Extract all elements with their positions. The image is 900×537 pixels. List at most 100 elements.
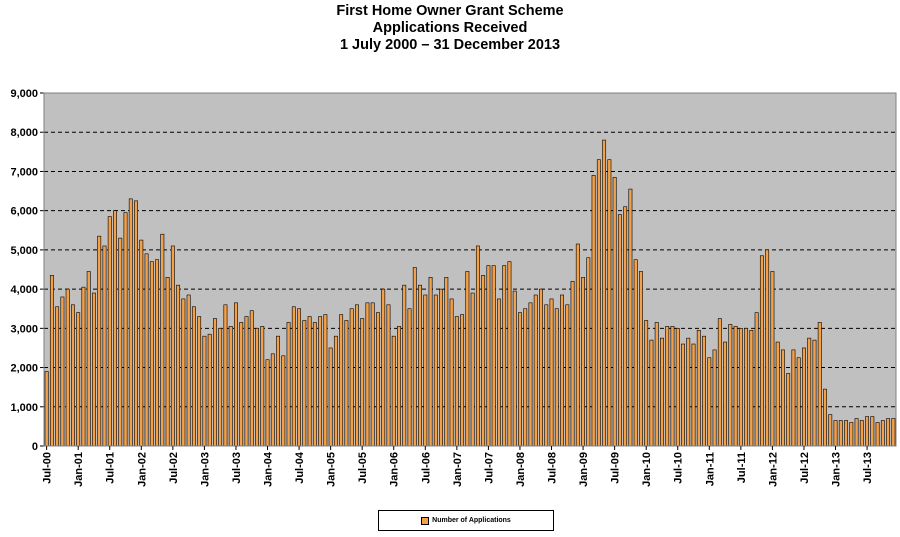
x-tick-label: Jan-06 [389,452,401,487]
bar [281,355,286,447]
bar [349,308,354,447]
bar [554,308,559,447]
chart-date-range: 1 July 2000 – 31 December 2013 [339,37,561,53]
bar [481,275,486,447]
bar [213,318,217,447]
bar [518,312,522,447]
bar [134,200,138,447]
x-tick-label: Jan-07 [452,452,464,487]
bar [491,265,496,447]
y-tick-label: 4,000 [10,284,38,296]
bar [270,353,275,447]
bar [807,337,812,447]
x-tick-label: Jan-03 [199,452,211,487]
bar [786,373,791,447]
bar [823,388,827,447]
bar [312,322,317,447]
x-tick-label: Jul-11 [736,452,748,483]
bar [759,255,764,447]
bar [123,212,128,447]
bar [339,314,344,447]
bar [470,292,475,447]
bar [717,318,722,447]
bar [791,349,796,447]
bar [539,288,543,447]
bar [176,284,181,447]
bar [570,280,575,447]
bar [165,277,170,447]
bar [160,233,165,447]
x-tick-label: Jul-03 [231,452,243,484]
bar [723,341,728,447]
x-tick-label: Jul-05 [357,452,369,484]
bar [796,357,801,447]
x-tick-label: Jan-09 [578,452,590,487]
bar [454,316,459,447]
y-tick-label: 1,000 [10,402,38,414]
bar [838,420,843,447]
bar [728,324,733,447]
bar [754,312,759,447]
bar [202,335,207,447]
bar [591,175,596,447]
y-tick-label: 9,000 [10,88,38,100]
bar [255,328,259,447]
bar [381,288,386,447]
bar [460,314,465,447]
bar [602,139,607,447]
bar [297,308,302,447]
bar [812,339,817,447]
x-tick-label: Jan-02 [136,452,148,487]
bar [354,304,359,447]
bar [181,298,186,447]
bar [502,265,507,447]
x-tick-label: Jul-06 [420,452,432,484]
bar [360,318,365,447]
bar [533,294,538,447]
bar [528,302,533,447]
bar [428,277,433,447]
bar [376,312,380,447]
bar [286,322,291,447]
bar [870,416,875,447]
y-tick-label: 5,000 [10,245,38,257]
x-tick-labels: Jul-00 Jan-01 Jul-01 Jan-02 Jul-02 Jan-03 Jul-… [42,446,874,487]
bar [228,326,233,447]
bar [507,261,512,447]
bar [523,308,528,447]
bar [649,339,654,447]
axes [43,92,897,447]
bar [775,341,780,447]
bar [891,418,896,447]
y-tick-label: 0 [32,441,38,453]
plot-area [44,93,896,446]
bar [107,216,112,447]
x-tick-label: Jul-09 [610,452,622,484]
bar [234,302,238,447]
bar [670,326,675,447]
bar [586,257,591,447]
legend-swatch [421,516,430,525]
bar [302,320,307,447]
bar [386,304,391,447]
bar [60,296,65,447]
bar [638,271,643,447]
bar [197,316,202,447]
bar [433,294,438,447]
chart-title-block: First Home Owner Grant Scheme Applicatio… [0,3,900,54]
bar [291,306,296,447]
bar [628,188,633,447]
bar [644,320,649,447]
bar [249,310,254,447]
bar [186,294,191,447]
bar [596,159,601,447]
bars [44,139,896,447]
bar [307,316,312,447]
x-tick-label: Jan-05 [326,452,338,487]
bar [207,333,212,447]
bar [412,267,417,447]
bar [81,286,86,447]
bar [549,298,554,447]
bar [512,290,517,447]
bar [391,335,396,447]
